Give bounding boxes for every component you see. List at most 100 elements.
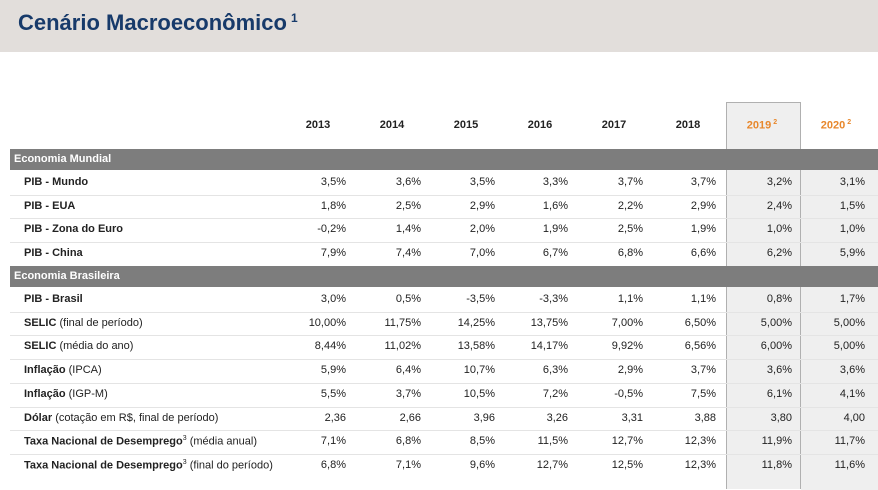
cell-value: 6,8% xyxy=(320,458,346,471)
cell-value: 2,36 xyxy=(324,411,346,424)
row-rule xyxy=(10,453,878,455)
section-header: Economia Mundial xyxy=(10,149,878,170)
header-band xyxy=(0,0,878,52)
cell-value: 0,8% xyxy=(766,293,792,305)
cell-value: 4,1% xyxy=(839,387,865,400)
cell-value: 11,9% xyxy=(761,435,792,448)
year-text: 2016 xyxy=(527,119,553,131)
cell-value: 5,00% xyxy=(760,316,792,329)
cell-value: 7,1% xyxy=(320,435,346,448)
cell-value: 2,2% xyxy=(617,199,643,212)
cell-value: 3,6% xyxy=(395,176,421,188)
row-rule xyxy=(10,218,878,219)
cell-value: 2,0% xyxy=(469,223,495,235)
year-header: 2018 xyxy=(651,119,725,131)
cell-value: -3,3% xyxy=(539,293,568,305)
cell-value: 12,3% xyxy=(684,458,716,471)
year-header: 2014 xyxy=(355,119,429,131)
cell-value: 6,56% xyxy=(684,340,716,353)
cell-value: 12,3% xyxy=(684,435,716,448)
year-header: 2015 xyxy=(429,119,503,131)
label-text: PIB - China xyxy=(24,246,83,259)
projection-column-bg xyxy=(801,149,878,490)
cell-value: -3,5% xyxy=(466,293,495,305)
cell-value: 1,8% xyxy=(320,199,346,212)
cell-value: 3,5% xyxy=(469,176,495,188)
cell-value: 3,0% xyxy=(320,293,346,305)
row-label: Taxa Nacional de Desemprego3 (média anua… xyxy=(24,435,257,448)
cell-value: 5,9% xyxy=(320,364,346,377)
year-header: 2020 2 xyxy=(799,119,873,132)
cell-value: 3,6% xyxy=(839,364,865,377)
label-text: Taxa Nacional de Desemprego xyxy=(24,435,183,448)
cell-value: 5,9% xyxy=(839,246,865,259)
cell-value: 1,7% xyxy=(839,293,865,305)
cell-value: 3,6% xyxy=(766,364,792,377)
cell-value: 10,7% xyxy=(463,364,495,377)
title-text: Cenário Macroeconômico xyxy=(18,10,287,35)
label-footnote: 3 xyxy=(182,458,187,466)
label-text: Inflação xyxy=(24,364,66,377)
label-text: Dólar xyxy=(24,411,53,424)
cell-value: 1,1% xyxy=(617,293,643,305)
cell-value: 3,1% xyxy=(839,176,865,188)
row-label: PIB - Brasil xyxy=(24,293,83,305)
cell-value: 3,7% xyxy=(690,364,716,377)
row-label: PIB - EUA xyxy=(24,200,75,212)
cell-value: 3,7% xyxy=(395,387,421,400)
cell-value: 7,0% xyxy=(469,246,495,259)
cell-value: 2,66 xyxy=(399,411,421,424)
cell-value: 6,8% xyxy=(395,435,421,448)
label-text: PIB - Zona do Euro xyxy=(24,223,123,235)
year-text: 2019 xyxy=(746,119,772,132)
row-label: PIB - Mundo xyxy=(24,176,88,188)
cell-value: 2,9% xyxy=(469,199,495,212)
label-note: (média do ano) xyxy=(59,340,134,353)
cell-value: 3,88 xyxy=(694,411,716,424)
cell-value: 3,3% xyxy=(542,176,568,188)
cell-value: 1,4% xyxy=(395,223,421,235)
cell-value: 2,4% xyxy=(766,199,792,212)
cell-value: 3,2% xyxy=(766,176,792,188)
year-header: 2016 xyxy=(503,119,577,131)
cell-value: 6,1% xyxy=(766,387,792,400)
row-rule xyxy=(10,241,878,243)
year-text: 2018 xyxy=(675,119,701,131)
cell-value: 10,00% xyxy=(308,316,346,329)
cell-value: 11,5% xyxy=(537,435,568,448)
cell-value: 6,3% xyxy=(542,364,568,377)
cell-value: 7,2% xyxy=(542,387,568,400)
cell-value: 3,7% xyxy=(690,176,716,188)
cell-value: 6,7% xyxy=(542,246,568,259)
cell-value: 7,5% xyxy=(690,387,716,400)
cell-value: 1,9% xyxy=(542,223,568,235)
year-header: 2017 xyxy=(577,119,651,131)
cell-value: 1,0% xyxy=(766,223,792,235)
label-text: Taxa Nacional de Desemprego xyxy=(24,459,183,472)
cell-value: 6,4% xyxy=(395,364,421,377)
label-note: (final do período) xyxy=(189,459,273,472)
cell-value: 12,7% xyxy=(536,458,568,471)
cell-value: 2,5% xyxy=(395,199,421,212)
row-rule xyxy=(10,311,878,313)
cell-value: -0,2% xyxy=(317,223,346,235)
row-rule xyxy=(10,406,878,408)
cell-value: 1,6% xyxy=(542,199,568,212)
row-label: SELIC (média do ano) xyxy=(24,340,133,352)
cell-value: 5,00% xyxy=(833,316,865,329)
label-footnote: 3 xyxy=(182,435,187,443)
cell-value: 6,2% xyxy=(766,246,792,259)
year-text: 2015 xyxy=(453,119,479,131)
label-note: (média anual) xyxy=(189,435,257,448)
label-note: (final de período) xyxy=(59,316,143,329)
cell-value: 12,5% xyxy=(611,458,643,471)
cell-value: 11,7% xyxy=(834,435,865,448)
cell-value: 3,80 xyxy=(770,411,792,424)
row-label: Taxa Nacional de Desemprego3 (final do p… xyxy=(24,459,273,472)
cell-value: 2,9% xyxy=(617,364,643,377)
title-footnote: 1 xyxy=(290,10,298,25)
section-title: Economia Mundial xyxy=(14,153,112,165)
year-footnote: 2 xyxy=(773,119,778,126)
label-note: (IGP-M) xyxy=(68,387,108,400)
